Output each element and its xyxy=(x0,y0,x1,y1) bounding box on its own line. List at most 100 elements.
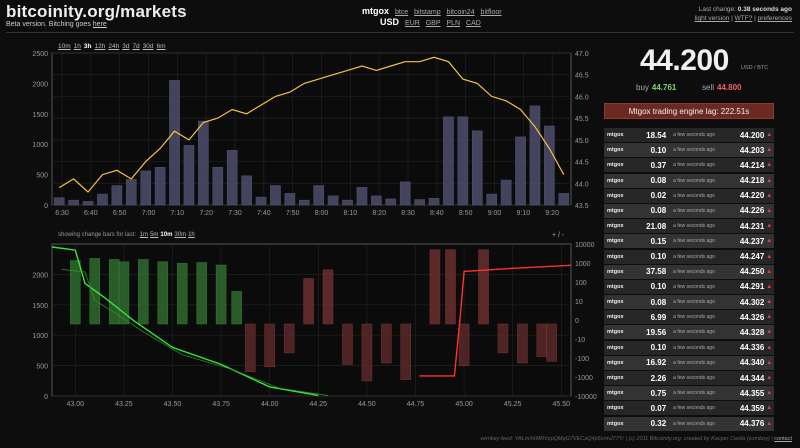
trade-row: mtgox 0.10 a few seconds ago 44.336 ▲ xyxy=(604,340,774,355)
buy-price: buy 44.761 xyxy=(636,83,676,92)
trade-time: a few seconds ago xyxy=(673,299,715,306)
change-bar xyxy=(70,260,81,325)
trade-exchange: mtgox xyxy=(607,390,624,397)
trade-time: a few seconds ago xyxy=(673,147,715,154)
trade-direction-icon: ▲ xyxy=(766,299,773,306)
y-right-tick: -10000 xyxy=(575,394,597,401)
range-selector: 10m 1h 3h 12h 24h 3d 7d 30d 6m xyxy=(58,43,169,50)
trade-time: a few seconds ago xyxy=(673,238,715,245)
trade-amount: 0.37 xyxy=(650,160,667,170)
trade-price: 44.355 xyxy=(739,388,765,398)
footer-text: vernkey feed: YALmXkMRVcpQMqG7VECaQ4p5vr… xyxy=(480,436,773,442)
trade-amount: 21.08 xyxy=(646,221,667,231)
currency-link-cad[interactable]: CAD xyxy=(466,20,481,27)
wtf-link[interactable]: WTF? xyxy=(734,15,753,22)
currency-link-eur[interactable]: EUR xyxy=(404,20,420,27)
trade-row: mtgox 0.15 a few seconds ago 44.237 ▲ xyxy=(604,234,774,249)
trade-row: mtgox 0.08 a few seconds ago 44.302 ▲ xyxy=(604,295,774,310)
trade-direction-icon: ▲ xyxy=(766,147,773,154)
exchange-selector: mtgox btce bitstamp bitcoin24 bitfloor xyxy=(362,6,506,16)
zoom-controls[interactable]: + / - xyxy=(552,232,565,239)
exchange-link-bitfloor[interactable]: bitfloor xyxy=(480,9,502,16)
range-option-10m[interactable]: 10m xyxy=(58,43,71,50)
range-option-30d[interactable]: 30d xyxy=(142,43,154,50)
x-tick: 7:10 xyxy=(171,210,185,217)
change-bars-option-5m[interactable]: 5m xyxy=(150,232,159,238)
change-bars-option-1h[interactable]: 1h xyxy=(188,232,195,238)
volume-bar xyxy=(428,198,440,206)
change-bars-option-30m[interactable]: 30m xyxy=(174,232,187,238)
trade-direction-icon: ▲ xyxy=(766,329,773,336)
x-tick: 7:40 xyxy=(257,210,271,217)
volume-bar xyxy=(544,125,555,206)
volume-bar xyxy=(529,105,541,206)
volume-bar xyxy=(443,116,454,206)
trade-time: a few seconds ago xyxy=(673,253,715,260)
x-tick: 9:20 xyxy=(545,210,559,217)
volume-bar xyxy=(241,175,252,206)
trade-row: mtgox 2.26 a few seconds ago 44.344 ▲ xyxy=(604,371,774,385)
change-bars-option-1m[interactable]: 1m xyxy=(139,232,149,238)
trade-time: a few seconds ago xyxy=(673,359,715,366)
trades-list: mtgox 18.54 a few seconds ago 44.200 ▲ mtgox 0… xyxy=(604,128,774,432)
trade-exchange: mtgox xyxy=(607,238,624,245)
volume-bar xyxy=(183,145,195,206)
volume-bar xyxy=(125,179,137,206)
trade-time: a few seconds ago xyxy=(673,329,715,336)
change-bar xyxy=(322,269,334,325)
range-option-6m[interactable]: 6m xyxy=(156,43,166,50)
exchange-link-bitstamp[interactable]: bitstamp xyxy=(414,9,441,16)
range-option-3h[interactable]: 3h xyxy=(83,43,92,50)
exchange-link-bitcoin24[interactable]: bitcoin24 xyxy=(446,9,475,16)
volume-bar xyxy=(371,195,382,206)
light-version-link[interactable]: light version xyxy=(694,15,730,22)
currency-link-gbp[interactable]: GBP xyxy=(425,20,441,27)
change-bar xyxy=(231,291,242,325)
buy-label: buy xyxy=(636,83,649,92)
y-left-tick: 1000 xyxy=(32,142,48,149)
trade-row: mtgox 21.08 a few seconds ago 44.231 ▲ xyxy=(604,219,774,234)
trade-row: mtgox 0.75 a few seconds ago 44.355 ▲ xyxy=(604,386,774,401)
y-right-tick: 45.0 xyxy=(575,138,589,145)
trade-exchange: mtgox xyxy=(607,207,624,214)
range-option-3d[interactable]: 3d xyxy=(122,43,130,50)
x-tick: 7:30 xyxy=(228,210,242,217)
last-change: Last change: 0.38 seconds ago xyxy=(695,5,792,14)
exchange-link-btce[interactable]: btce xyxy=(394,9,409,16)
preferences-link[interactable]: preferences xyxy=(757,15,792,22)
change-bar xyxy=(400,323,412,380)
last-change-label: Last change: xyxy=(698,6,736,13)
range-option-24h[interactable]: 24h xyxy=(108,43,120,50)
trade-amount: 0.10 xyxy=(650,252,667,261)
range-option-1h[interactable]: 1h xyxy=(73,43,81,50)
site-title[interactable]: bitcoinity.org/markets xyxy=(6,2,187,21)
range-option-12h[interactable]: 12h xyxy=(94,43,106,50)
trade-row: mtgox 0.10 a few seconds ago 44.203 ▲ xyxy=(604,143,774,158)
plot-area xyxy=(51,52,572,206)
beta-note-text: Beta version. Bitching goes xyxy=(6,21,91,28)
x-tick: 8:50 xyxy=(459,210,473,217)
feedback-link[interactable]: here xyxy=(92,21,107,28)
trade-exchange: mtgox xyxy=(607,283,624,290)
volume-bar xyxy=(97,193,108,206)
change-bar xyxy=(283,323,295,354)
volume-bar xyxy=(342,199,353,206)
currency-link-pln[interactable]: PLN xyxy=(446,20,461,27)
trade-direction-icon: ▲ xyxy=(766,223,773,230)
change-bars-options: 1m 5m 10m 30m 1h xyxy=(138,232,195,238)
trade-direction-icon: ▲ xyxy=(766,359,773,366)
y-right-tick: 47.0 xyxy=(575,51,589,58)
change-bar xyxy=(157,261,169,325)
volume-bar xyxy=(198,120,209,206)
trade-amount: 0.75 xyxy=(650,388,667,398)
trade-row: mtgox 0.08 a few seconds ago 44.218 ▲ xyxy=(604,173,774,188)
x-tick: 7:50 xyxy=(286,210,300,217)
engine-lag-banner: Mtgox trading engine lag: 222.51s xyxy=(604,103,774,119)
currency-selected: USD xyxy=(380,17,400,27)
contact-link[interactable]: contact xyxy=(774,436,792,442)
change-bars-option-10m[interactable]: 10m xyxy=(160,232,173,238)
range-option-7d[interactable]: 7d xyxy=(132,43,140,50)
change-bars-label: showing change bars for last: xyxy=(58,232,137,238)
bids-depth-line-secondary xyxy=(61,269,329,396)
trade-direction-icon: ▲ xyxy=(766,177,773,184)
